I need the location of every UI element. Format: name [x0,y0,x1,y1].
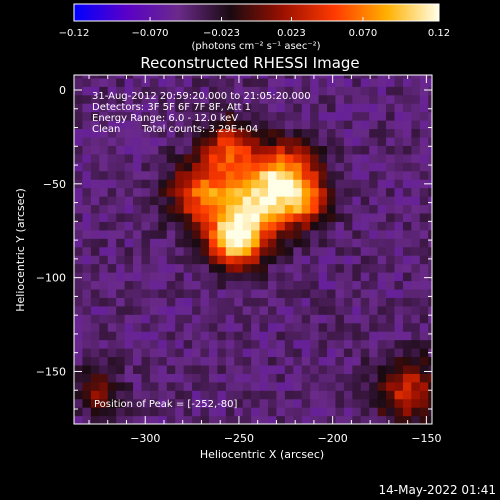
x-tick-label: −200 [318,432,348,445]
y-tick-label: −150 [36,365,66,378]
colorbar-ticks: −0.12 −0.070 −0.023 0.023 0.070 0.12 [59,17,450,39]
colorbar-unit: (photons cm⁻² s⁻¹ asec⁻²) [191,41,320,52]
x-tick-label: −300 [130,432,160,445]
colorbar-tick-label: 0.070 [349,28,378,39]
annotation-method: Clean [92,124,120,135]
plot-frame [73,74,433,425]
x-axis-label: Heliocentric X (arcsec) [200,448,324,461]
chart-title: Reconstructed RHESSI Image [140,54,359,72]
peak-position-label: Position of Peak = [-252,-80] [94,399,238,410]
heatmap-image [74,75,432,424]
colorbar-tick-label: 0.023 [277,28,306,39]
colorbar-tick-label: −0.023 [203,28,240,39]
y-axis-label: Heliocentric Y (arcsec) [14,188,27,312]
axis-ticks: −300 −250 −200 −150 0 −50 −100 −150 [36,75,441,445]
annotation-time-range: 31-Aug-2012 20:59:20.000 to 21:05:20.000 [92,91,311,102]
annotation-detectors: Detectors: 3F 5F 6F 7F 8F, Att 1 [92,102,251,113]
footer-date: 14-May-2022 01:41 [379,483,496,497]
y-tick-label: −100 [36,272,66,285]
x-tick-label: −250 [224,432,254,445]
colorbar-tick-label: 0.12 [428,28,450,39]
colorbar-tick-label: −0.070 [132,28,169,39]
y-tick-label: −50 [43,178,66,191]
y-tick-label: 0 [59,84,66,97]
colorbar-tick-label: −0.12 [59,28,90,39]
annotation-energy-range: Energy Range: 6.0 - 12.0 keV [92,113,238,124]
annotation-total-counts: Total counts: 3.29E+04 [141,124,258,135]
x-tick-label: −150 [411,432,441,445]
colorbar [73,3,440,22]
